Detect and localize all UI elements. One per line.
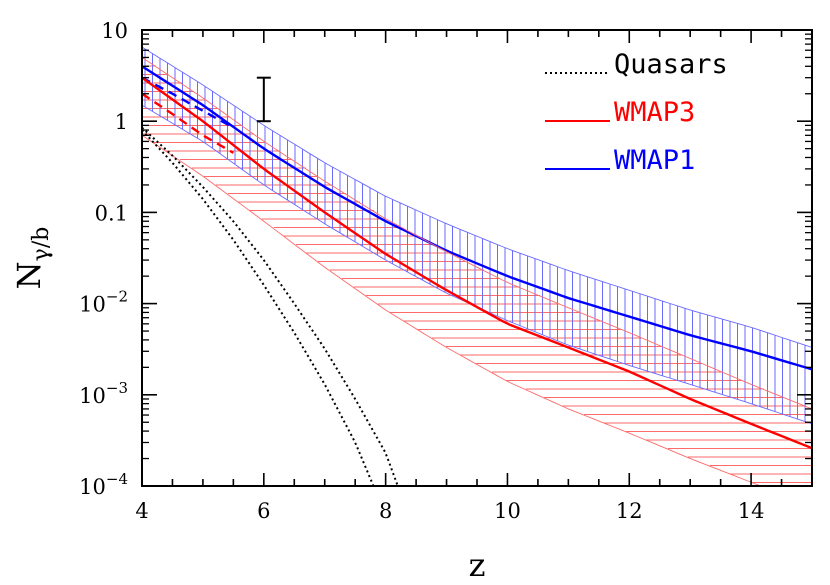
- y-axis-label: Nγ/b: [10, 227, 54, 290]
- legend-label-wmap1: WMAP1: [614, 145, 695, 176]
- series-wmap1-dashed: [142, 76, 234, 129]
- series-quasars-lower: [142, 129, 375, 486]
- y-tick-label: 0.1: [95, 201, 128, 225]
- y-tick-label: 1: [115, 110, 128, 134]
- y-axis-label-main: N: [10, 261, 48, 289]
- x-tick-label: 8: [379, 499, 392, 523]
- series-wmap3: [142, 76, 812, 450]
- y-tick-label-exponent: −2: [106, 288, 128, 306]
- y-tick-label-base: 10: [79, 475, 106, 499]
- series-wmap1: [142, 65, 812, 371]
- x-axis-label: z: [469, 546, 486, 584]
- y-tick-label-exponent: −4: [106, 470, 128, 488]
- y-tick-label-base: 10: [79, 384, 106, 408]
- x-tick-label: 14: [738, 499, 765, 523]
- x-tick-label: 6: [257, 499, 270, 523]
- wmap1-band-hatching: [144, 48, 806, 422]
- y-tick-label: 10−2: [79, 288, 128, 317]
- series-wmap3-band-lower: [142, 134, 762, 486]
- series-wmap1-band-upper: [142, 46, 812, 348]
- y-tick-label-base: 10: [101, 19, 128, 43]
- y-tick-label-base: 1: [115, 110, 128, 134]
- y-tick-label-exponent: −3: [106, 379, 128, 397]
- y-tick-label-base: 0.1: [95, 201, 128, 225]
- y-axis-label-subscript: γ/b: [29, 227, 54, 262]
- series-wmap3-band-upper: [142, 57, 812, 410]
- series-quasars-upper: [142, 126, 399, 486]
- y-tick-label: 10−3: [79, 379, 128, 408]
- plot-frame: [141, 29, 813, 487]
- x-tick-label: 10: [494, 499, 521, 523]
- y-tick-label-base: 10: [79, 293, 106, 317]
- x-tick-label: 4: [135, 499, 148, 523]
- x-tick-label: 12: [616, 499, 643, 523]
- series-wmap3-dashed: [142, 92, 234, 154]
- y-tick-label: 10−4: [79, 470, 128, 499]
- legend-label-quasars: Quasars: [614, 49, 728, 80]
- legend-label-wmap3: WMAP3: [614, 97, 695, 128]
- y-tick-label: 10: [101, 19, 128, 43]
